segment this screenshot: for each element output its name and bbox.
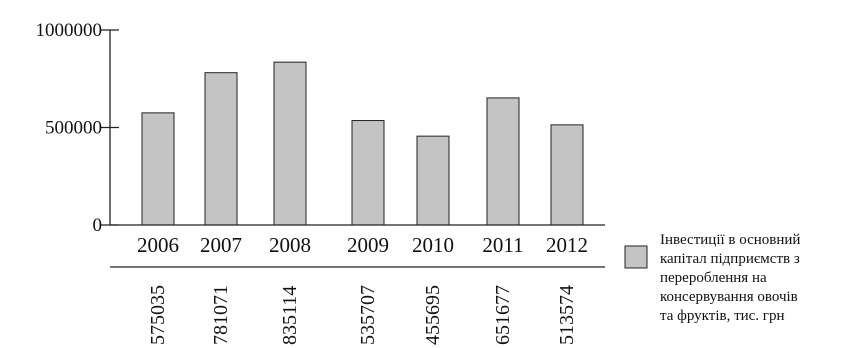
x-tick-label: 2007 [200, 233, 242, 257]
x-tick-label: 2011 [482, 233, 523, 257]
x-tick-label: 2012 [546, 233, 588, 257]
legend-line-4: консервування овочів [660, 289, 798, 305]
bar [486, 97, 520, 226]
legend-line-1: Інвестиції в основний [660, 232, 800, 248]
data-label: 455695 [422, 285, 444, 345]
data-label: 513574 [556, 285, 578, 345]
bar [273, 61, 307, 226]
bar [550, 124, 584, 226]
y-tick-label: 1000000 [36, 20, 103, 41]
data-label: 535707 [357, 285, 379, 345]
data-label: 835114 [279, 286, 301, 345]
legend: Інвестиції в основний капітал підприємст… [624, 232, 800, 324]
legend-line-2: капітал підприємств з [660, 251, 800, 267]
bar [141, 112, 175, 226]
legend-swatch [624, 245, 648, 269]
y-axis: 0 500000 1000000 [36, 20, 119, 236]
data-table-labels: 575035 781071 835114 535707 455695 651677 5135… [147, 285, 578, 345]
y-tick-label: 0 [93, 215, 103, 236]
category-labels: 2006 2007 2008 2009 2010 2011 2012 [137, 233, 588, 257]
bar [416, 135, 450, 226]
bar [204, 72, 238, 226]
bar [351, 120, 385, 226]
data-label: 781071 [210, 285, 232, 345]
bars [141, 61, 584, 226]
x-axis [110, 224, 605, 268]
y-tick-label: 500000 [45, 118, 102, 139]
data-label: 651677 [492, 285, 514, 345]
legend-line-3: перероблення на [660, 270, 767, 286]
x-tick-label: 2009 [347, 233, 389, 257]
x-tick-label: 2006 [137, 233, 179, 257]
x-tick-label: 2010 [412, 233, 454, 257]
x-tick-label: 2008 [269, 233, 311, 257]
data-label: 575035 [147, 285, 169, 345]
legend-line-5: та фруктів, тис. грн [660, 308, 784, 324]
